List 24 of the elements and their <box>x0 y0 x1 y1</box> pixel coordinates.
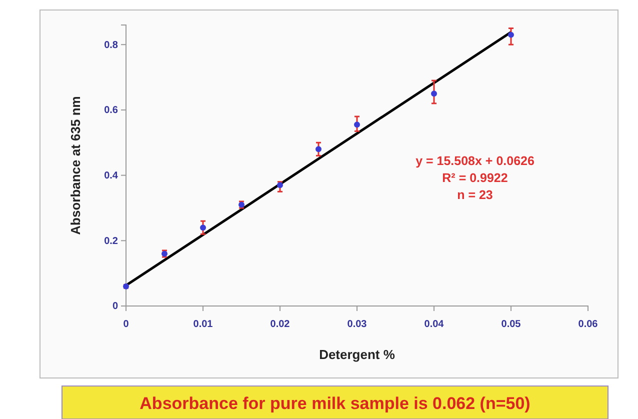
x-tick-label: 0.01 <box>193 319 214 330</box>
point <box>200 224 206 231</box>
annotation: R² = 0.9922 <box>442 171 508 185</box>
y-tick-label: 0.6 <box>104 105 118 116</box>
x-tick-label: 0.05 <box>501 319 522 330</box>
text: Absorbance for pure milk sample is 0.062 (n=50) <box>140 394 530 413</box>
annotation: n = 23 <box>457 188 493 202</box>
point <box>354 122 360 128</box>
x-tick-label: 0 <box>123 319 130 330</box>
y-tick-label: 0.8 <box>104 40 118 51</box>
y-tick-label: 0.4 <box>104 170 118 182</box>
x-tick-label: 0.06 <box>578 319 598 330</box>
annotation: y = 15.508x + 0.0626 <box>416 154 534 168</box>
point <box>508 32 514 38</box>
x-axis-title: Detergent % <box>319 347 396 362</box>
y-axis-title: Absorbance at 635 nm <box>68 96 83 235</box>
point <box>316 146 322 152</box>
x-tick-label: 0.03 <box>347 319 368 330</box>
y-tick-label: 0.2 <box>104 236 118 247</box>
x-tick-label: 0.04 <box>424 319 444 330</box>
point <box>277 182 283 188</box>
x-tick-label: 0.02 <box>270 319 290 330</box>
y-tick-label: 0 <box>112 301 118 312</box>
point <box>431 90 437 97</box>
